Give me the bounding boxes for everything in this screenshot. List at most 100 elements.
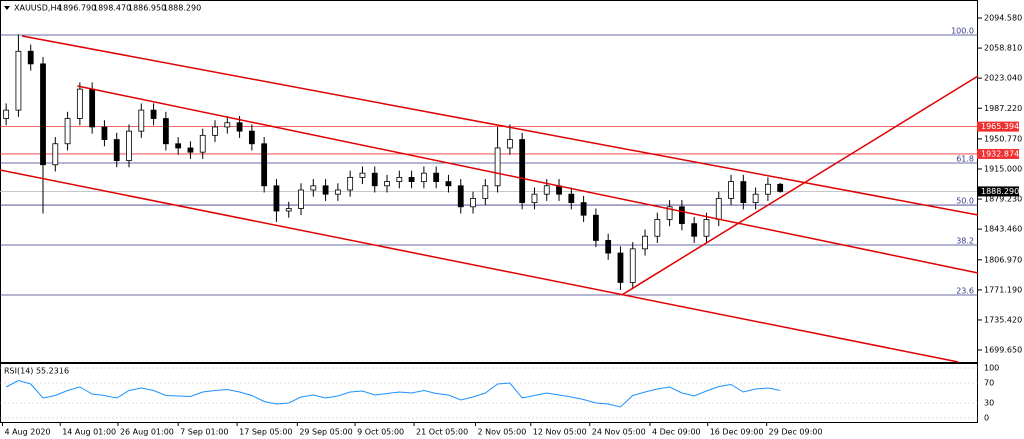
candle-body xyxy=(506,139,513,149)
candle-body xyxy=(654,219,661,237)
fib-label: 23.6 xyxy=(956,286,974,295)
candle-body xyxy=(666,206,673,220)
candle-body xyxy=(248,130,255,145)
main-frame xyxy=(0,0,978,363)
price-tag xyxy=(977,121,1019,132)
candle-body xyxy=(236,122,243,132)
candle-body xyxy=(470,198,476,208)
x-tick-label: 14 Aug 01:00 xyxy=(62,428,116,437)
candle-body xyxy=(334,189,341,195)
x-tick-label: 29 Sep 05:00 xyxy=(299,428,352,437)
x-tick-label: 12 Nov 05:00 xyxy=(533,428,587,437)
candle-body xyxy=(64,118,71,145)
candle-body xyxy=(580,202,587,216)
candle-body xyxy=(629,248,636,283)
candle-body xyxy=(777,183,784,192)
candle-body xyxy=(224,122,231,128)
candle-body xyxy=(175,143,182,149)
symbol: XAUUSD,H4 xyxy=(14,4,62,13)
ohlc-close: 1888.290 xyxy=(163,4,201,13)
menu-arrow[interactable] xyxy=(4,6,10,10)
candle-body xyxy=(433,172,440,182)
candle-body xyxy=(396,176,403,182)
candle-body xyxy=(765,183,771,195)
candle-body xyxy=(310,185,317,191)
candle-body xyxy=(359,172,366,178)
x-tick-label: 21 Oct 05:00 xyxy=(416,428,468,437)
fib-label: 100.0 xyxy=(951,26,974,35)
candle-body xyxy=(347,176,354,191)
candle-body xyxy=(322,185,329,195)
x-tick-label: 24 Nov 05:00 xyxy=(592,428,646,437)
rsi-label: RSI(14) 55.2316 xyxy=(4,367,69,376)
x-tick-label: 2 Nov 05:00 xyxy=(477,428,526,437)
rsi-tick-label: 30 xyxy=(984,399,994,408)
rsi-tick-label: 100 xyxy=(984,364,999,373)
candle-body xyxy=(40,63,46,166)
y-tick-label: 1915.000 xyxy=(984,164,1022,173)
candle-body xyxy=(457,185,464,208)
candle-body xyxy=(568,193,575,204)
candle-body xyxy=(101,126,108,140)
candle-body xyxy=(519,139,526,204)
candle-body xyxy=(76,88,83,119)
x-tick-label: 4 Aug 2020 xyxy=(4,428,50,437)
y-tick-label: 2094.580 xyxy=(984,14,1022,23)
candle-body xyxy=(371,172,378,187)
price-tag-label: 1965.394 xyxy=(981,122,1019,131)
candle-body xyxy=(298,189,304,209)
y-tick-label: 1879.230 xyxy=(984,195,1022,204)
candle-body xyxy=(617,252,624,283)
x-tick-label: 29 Dec 09:00 xyxy=(769,428,823,437)
x-tick-label: 9 Oct 05:00 xyxy=(357,428,404,437)
candle-body xyxy=(642,235,648,250)
rsi-frame xyxy=(0,363,978,423)
candle-body xyxy=(605,240,612,254)
candle-body xyxy=(703,219,710,237)
candle-body xyxy=(445,181,452,187)
candle-body xyxy=(494,147,501,187)
x-tick-label: 17 Sep 05:00 xyxy=(239,428,292,437)
header: XAUUSD,H4 1896.790 1898.470 1886.950 188… xyxy=(14,4,201,13)
candle-body xyxy=(113,139,120,161)
candle-body xyxy=(162,118,169,145)
candle-body xyxy=(52,143,59,166)
candle-body xyxy=(678,206,685,225)
y-tick-label: 2058.810 xyxy=(984,44,1022,53)
candle-body xyxy=(285,208,292,212)
y-tick-label: 1843.460 xyxy=(984,225,1022,234)
price-tag xyxy=(977,148,1019,159)
candle-body xyxy=(715,198,722,220)
price-tag-label: 1932.874 xyxy=(981,149,1019,158)
candle-body xyxy=(740,181,747,204)
ohlc-open: 1896.790 xyxy=(58,4,96,13)
y-tick-label: 1735.420 xyxy=(984,315,1022,324)
candle-body xyxy=(482,185,489,199)
y-tick-label: 1771.190 xyxy=(984,285,1022,294)
candle-body xyxy=(89,88,96,128)
ohlc-high: 1898.470 xyxy=(93,4,131,13)
candle-body xyxy=(728,181,734,199)
y-tick-label: 1806.970 xyxy=(984,255,1022,264)
y-tick-label: 1950.770 xyxy=(984,134,1022,143)
candle-body xyxy=(199,134,206,153)
candle-body xyxy=(384,181,390,187)
candle-body xyxy=(150,109,157,119)
x-tick-label: 16 Dec 09:00 xyxy=(710,428,764,437)
candle-body xyxy=(3,109,10,119)
candle-body xyxy=(212,126,218,136)
ohlc-low: 1886.950 xyxy=(128,4,166,13)
candle-body xyxy=(592,214,599,241)
y-tick-label: 1699.650 xyxy=(984,346,1022,355)
trendline xyxy=(21,35,979,216)
trendline xyxy=(0,169,959,363)
candle-body xyxy=(273,185,280,212)
candle-body xyxy=(691,223,698,237)
fib-label: 50.0 xyxy=(956,197,974,206)
x-tick-label: 4 Dec 09:00 xyxy=(652,428,701,437)
y-tick-label: 1987.220 xyxy=(984,104,1022,113)
fib-label: 38.2 xyxy=(956,236,974,245)
fib-label: 61.8 xyxy=(956,155,974,164)
y-tick-label: 2023.040 xyxy=(984,74,1022,83)
